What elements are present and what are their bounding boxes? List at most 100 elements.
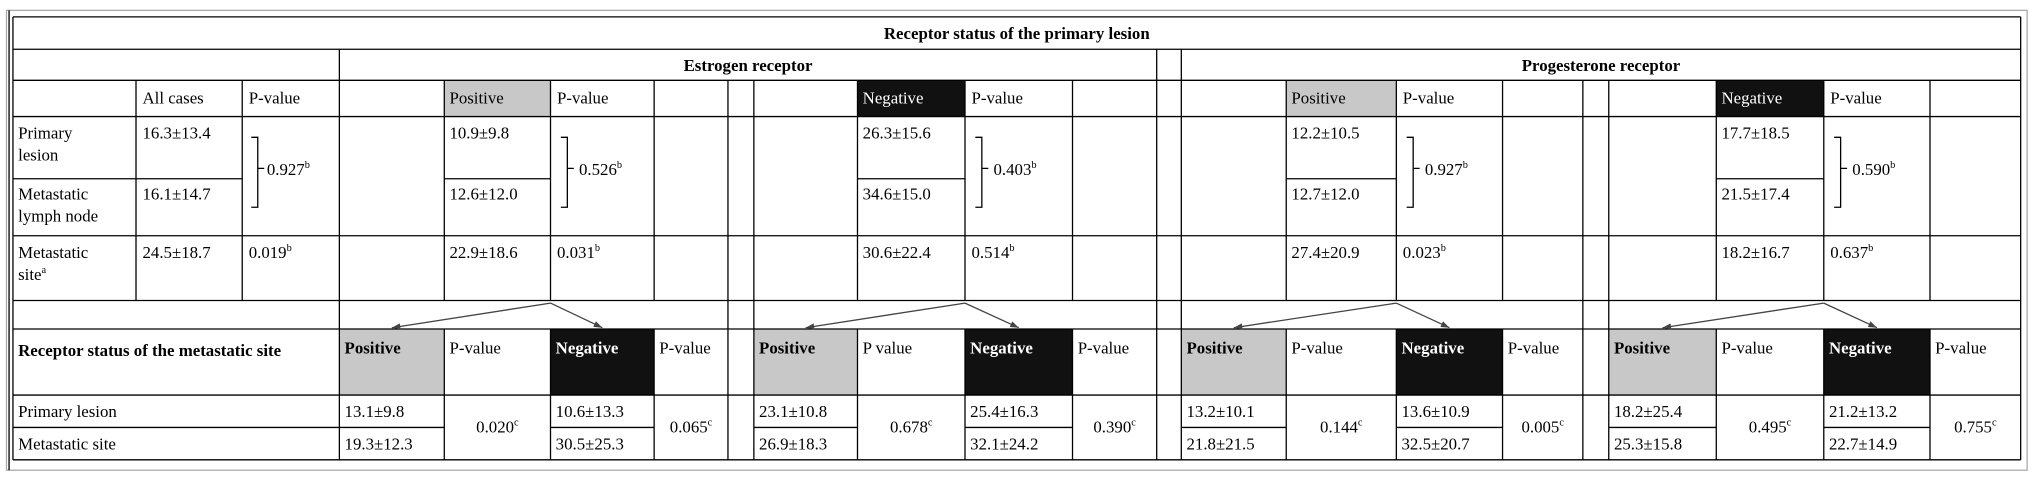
arrowhead	[1662, 323, 1672, 330]
cell-value: 30.6±22.4	[862, 242, 931, 262]
cell-text: 0.144	[1320, 417, 1358, 437]
p-value: 0.005c	[1503, 416, 1583, 438]
column-header: P-value	[1077, 338, 1130, 358]
cell-text: 0.065	[669, 417, 708, 437]
footnote-mark: c	[1991, 416, 1997, 429]
cell-text: 0.526	[578, 159, 617, 179]
column-header: Negative	[1401, 338, 1465, 358]
column-header: Positive	[344, 338, 401, 358]
p-value: 0.065c	[654, 416, 728, 438]
cell-text: 0.514	[971, 242, 1010, 262]
cell-value: 10.9±9.8	[449, 123, 510, 143]
cell-text: 0.927	[1424, 159, 1463, 179]
p-value: 0.637b	[1830, 241, 1930, 263]
arrowhead	[1440, 321, 1450, 328]
cell-value: 22.7±14.9	[1828, 433, 1898, 454]
table-title: Receptor status of the primary lesion	[883, 23, 1150, 43]
footnote-mark: b	[304, 158, 310, 171]
cell-fill	[753, 329, 858, 396]
column-header: P-value	[1507, 338, 1560, 358]
p-value: 0.403b	[993, 158, 1072, 180]
row-label: Primary lesion	[18, 401, 117, 421]
column-header: P value	[862, 338, 913, 358]
p-value: 0.755c	[1930, 416, 2021, 438]
footnote-mark: c	[927, 416, 933, 429]
footnote-mark: b	[594, 241, 601, 254]
cell-value: 21.5±17.4	[1721, 183, 1790, 204]
p-value: 0.927b	[267, 158, 338, 180]
arrowhead	[1233, 323, 1243, 330]
cell-value: 21.2±13.2	[1828, 401, 1898, 421]
p-value: 0.144c	[1286, 416, 1396, 438]
arrowhead	[1867, 321, 1877, 328]
footnote-mark: b	[286, 241, 292, 254]
column-header: P-value	[556, 88, 609, 108]
arrowhead	[805, 323, 815, 330]
cell-text: 0.678	[889, 417, 928, 437]
p-value: 0.526b	[579, 158, 654, 180]
column-header: P-value	[659, 338, 711, 358]
cell-value: 16.1±14.7	[142, 183, 211, 204]
footnote-mark: b	[1009, 241, 1015, 254]
row-label: Metastatic sitea	[18, 241, 111, 285]
cell-value: 16.3±13.4	[142, 123, 211, 143]
cell-value: 12.7±12.0	[1291, 183, 1360, 204]
cell-value: 18.2±16.7	[1721, 242, 1790, 262]
cell-fill	[1823, 329, 1930, 396]
column-header: Positive	[1186, 338, 1243, 358]
cell-fill	[964, 329, 1073, 396]
cell-value: 12.6±12.0	[449, 183, 518, 204]
cell-text: Metastatic site	[18, 242, 89, 284]
footnote-mark: c	[1131, 416, 1136, 429]
cell-fill	[1608, 329, 1717, 396]
cell-fill	[1286, 80, 1397, 117]
bracket	[251, 136, 265, 208]
cell-value: 30.5±25.3	[555, 433, 624, 454]
cell-fill	[550, 329, 655, 396]
cell-text: Primary lesion	[18, 123, 73, 165]
cell-fill	[1181, 329, 1287, 396]
group-header: Estrogen receptor	[683, 55, 813, 76]
cell-value: 26.3±15.6	[862, 123, 931, 143]
cell-fill	[1716, 80, 1824, 117]
section-label: Receptor status of the metastatic site	[18, 340, 282, 361]
cell-text: 0.019	[248, 242, 287, 262]
p-value: 0.020c	[444, 416, 550, 438]
cell-value: 25.4±16.3	[970, 401, 1039, 421]
cell-value: 10.6±13.3	[555, 401, 624, 421]
footnote-mark: b	[1890, 158, 1896, 171]
arrow	[1823, 302, 1878, 329]
row-label: Metastatic lymph node	[18, 183, 111, 227]
p-value: 0.019b	[249, 241, 340, 263]
cell-value: 32.1±24.2	[970, 433, 1039, 454]
p-value: 0.031b	[557, 241, 654, 263]
group-header: Progesterone receptor	[1521, 55, 1681, 76]
column-header: P-value	[248, 88, 301, 108]
p-value: 0.927b	[1425, 158, 1503, 180]
p-value: 0.514b	[971, 241, 1072, 263]
footnote-mark: b	[1440, 241, 1446, 254]
cell-text: 0.927	[266, 159, 305, 179]
footnote-mark: b	[1031, 158, 1037, 171]
cell-value: 19.3±12.3	[344, 433, 413, 454]
cell-value: 18.2±25.4	[1613, 401, 1683, 421]
cell-value: 22.9±18.6	[449, 242, 518, 262]
cell-text: 0.005	[1521, 417, 1560, 437]
column-header: Negative	[1721, 88, 1783, 108]
bracket	[560, 136, 574, 208]
column-header: Positive	[1291, 88, 1346, 108]
column-header: Positive	[449, 88, 504, 108]
footnote-mark: b	[1868, 241, 1874, 254]
p-value: 0.023b	[1403, 241, 1503, 263]
cell-text: 0.390	[1093, 417, 1132, 437]
column-header: Negative	[862, 88, 924, 108]
column-header: P-value	[1935, 338, 1987, 358]
cell-value: 17.7±18.5	[1721, 123, 1790, 143]
cell-value: 23.1±10.8	[759, 401, 828, 421]
column-header: Negative	[555, 338, 619, 358]
column-header: Positive	[759, 338, 816, 358]
column-header: P-value	[1291, 338, 1343, 358]
footnote-mark: c	[1786, 416, 1792, 429]
